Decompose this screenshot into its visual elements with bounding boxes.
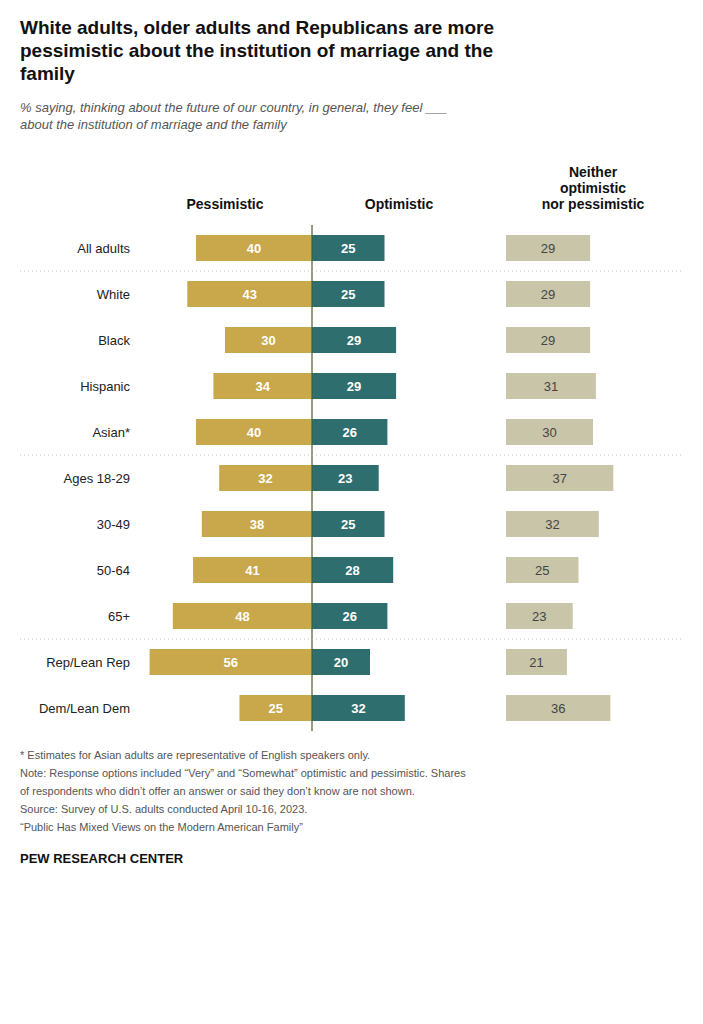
data-label: 30 xyxy=(542,425,556,440)
bar xyxy=(506,557,579,583)
data-label: 28 xyxy=(345,563,359,578)
separator xyxy=(20,455,683,456)
category-label: All adults xyxy=(77,241,130,256)
bar xyxy=(506,327,590,353)
category-label: Rep/Lean Rep xyxy=(46,655,130,670)
category-label: 30-49 xyxy=(97,517,130,532)
category-label: Asian* xyxy=(92,425,130,440)
category-label: Dem/Lean Dem xyxy=(39,701,130,716)
data-label: 34 xyxy=(255,379,270,394)
data-label: 29 xyxy=(347,333,361,348)
bar xyxy=(506,419,593,445)
data-label: 31 xyxy=(544,379,558,394)
bar xyxy=(150,649,312,675)
bar xyxy=(312,281,385,307)
category-label: 65+ xyxy=(108,609,130,624)
separator xyxy=(20,271,683,272)
chart-svg: White adults, older adults and Republica… xyxy=(0,0,703,1024)
category-label: White xyxy=(97,287,130,302)
bar xyxy=(506,649,567,675)
footnote: * Estimates for Asian adults are represe… xyxy=(20,749,370,761)
bars xyxy=(150,235,614,721)
data-label: 25 xyxy=(341,241,355,256)
bar xyxy=(312,465,379,491)
subtitle: % saying, thinking about the future of o… xyxy=(20,100,448,132)
data-label: 29 xyxy=(541,241,555,256)
data-label: 23 xyxy=(338,471,352,486)
bar xyxy=(187,281,312,307)
column-header: Neitheroptimisticnor pessimistic xyxy=(542,164,645,212)
data-label: 41 xyxy=(245,563,259,578)
bar xyxy=(213,373,312,399)
data-label: 29 xyxy=(347,379,361,394)
data-label: 32 xyxy=(545,517,559,532)
footnote: Source: Survey of U.S. adults conducted … xyxy=(20,803,307,815)
footnote: of respondents who didn’t offer an answe… xyxy=(20,785,415,797)
footnote: Note: Response options included “Very” a… xyxy=(20,767,466,779)
bar xyxy=(312,603,387,629)
data-label: 32 xyxy=(351,701,365,716)
bar xyxy=(506,235,590,261)
data-label: 29 xyxy=(541,287,555,302)
data-label: 40 xyxy=(247,425,261,440)
bar xyxy=(312,695,405,721)
data-label: 26 xyxy=(342,425,356,440)
bar xyxy=(506,695,610,721)
bar xyxy=(312,649,370,675)
data-label: 32 xyxy=(258,471,272,486)
data-label: 48 xyxy=(235,609,249,624)
data-label: 25 xyxy=(341,287,355,302)
data-label: 56 xyxy=(224,655,238,670)
source-label: PEW RESEARCH CENTER xyxy=(20,851,184,866)
category-label: Hispanic xyxy=(80,379,130,394)
bar xyxy=(506,373,596,399)
category-label: Black xyxy=(98,333,130,348)
bar xyxy=(312,557,393,583)
bar xyxy=(225,327,312,353)
data-label: 25 xyxy=(341,517,355,532)
data-label: 29 xyxy=(541,333,555,348)
category-label: 50-64 xyxy=(97,563,130,578)
bar xyxy=(312,511,385,537)
bar xyxy=(173,603,312,629)
bar xyxy=(312,419,387,445)
column-header: Pessimistic xyxy=(186,196,263,212)
bar xyxy=(506,511,599,537)
data-label: 20 xyxy=(334,655,348,670)
separator xyxy=(20,639,683,640)
bar xyxy=(312,235,385,261)
data-label: 37 xyxy=(552,471,566,486)
data-label: 43 xyxy=(242,287,256,302)
data-label: 26 xyxy=(342,609,356,624)
bar xyxy=(506,281,590,307)
bar xyxy=(312,373,396,399)
data-label: 21 xyxy=(529,655,543,670)
data-label: 40 xyxy=(247,241,261,256)
column-header: Optimistic xyxy=(365,196,434,212)
bar xyxy=(193,557,312,583)
bar xyxy=(196,235,312,261)
bar xyxy=(506,465,613,491)
bar xyxy=(202,511,312,537)
category-label: Ages 18-29 xyxy=(64,471,131,486)
title: White adults, older adults and Republica… xyxy=(20,17,494,84)
background xyxy=(0,0,703,1024)
bar xyxy=(506,603,573,629)
data-label: 25 xyxy=(535,563,549,578)
divider xyxy=(311,225,312,731)
data-label: 30 xyxy=(261,333,275,348)
bar xyxy=(219,465,312,491)
bar xyxy=(240,695,313,721)
bar xyxy=(196,419,312,445)
data-label: 38 xyxy=(250,517,264,532)
data-label: 25 xyxy=(269,701,283,716)
data-label: 23 xyxy=(532,609,546,624)
data-label: 36 xyxy=(551,701,565,716)
footnote: “Public Has Mixed Views on the Modern Am… xyxy=(20,821,303,833)
labels: All adults 40 25 29 White 43 25 29 Black 30 29 29 Hi… xyxy=(39,241,567,716)
bar xyxy=(312,327,396,353)
